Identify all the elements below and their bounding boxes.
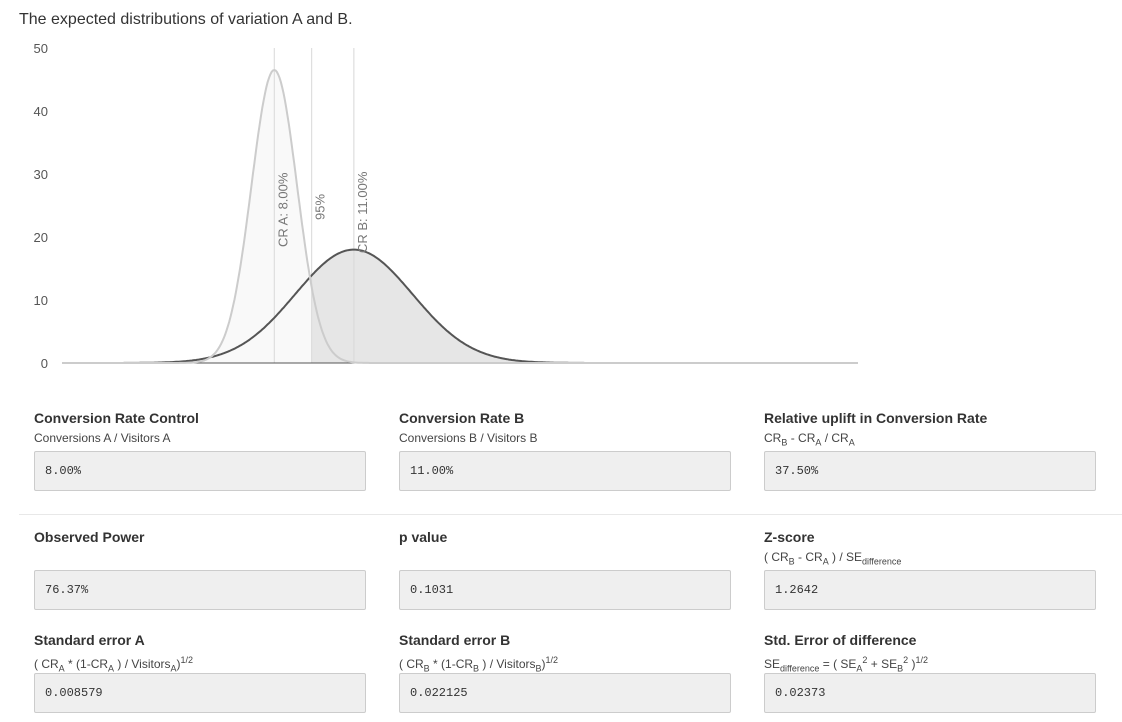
power-card: Observed Power 76.37% — [34, 528, 366, 610]
zscore-label: Z-score — [764, 529, 815, 545]
power-label: Observed Power — [34, 529, 145, 545]
pvalue-value[interactable]: 0.1031 — [399, 570, 731, 610]
power-formula — [34, 549, 366, 565]
y-tick-label: 40 — [34, 104, 48, 119]
cr-b-card: Conversion Rate B Conversions B / Visito… — [399, 409, 731, 491]
cr-control-value[interactable]: 8.00% — [34, 451, 366, 491]
uplift-value[interactable]: 37.50% — [764, 451, 1096, 491]
cr-b-label: Conversion Rate B — [399, 410, 525, 426]
marker-label: CR B: 11.00% — [355, 171, 370, 253]
power-area-b — [311, 249, 858, 363]
cr-control-formula: Conversions A / Visitors A — [34, 431, 171, 445]
se-diff-label: Std. Error of difference — [764, 632, 917, 648]
cr-control-label: Conversion Rate Control — [34, 410, 199, 426]
se-diff-card: Std. Error of difference SEdifference = … — [764, 631, 1096, 713]
y-tick-label: 20 — [34, 230, 48, 245]
se-diff-formula: SEdifference = ( SEA2 + SEB2 )1/2 — [764, 655, 929, 674]
y-tick-label: 30 — [34, 167, 48, 182]
pvalue-label: p value — [399, 529, 448, 545]
pvalue-card: p value 0.1031 — [399, 528, 731, 610]
se-b-value[interactable]: 0.022125 — [399, 673, 731, 713]
se-b-label: Standard error B — [399, 632, 511, 648]
cr-b-value[interactable]: 11.00% — [399, 451, 731, 491]
power-value[interactable]: 76.37% — [34, 570, 366, 610]
se-a-formula: ( CRA * (1-CRA ) / VisitorsA)1/2 — [34, 655, 194, 674]
se-b-formula: ( CRB * (1-CRB ) / VisitorsB)1/2 — [399, 655, 559, 674]
zscore-formula: ( CRB - CRA ) / SEdifference — [764, 550, 902, 567]
section-divider — [19, 514, 1122, 515]
chart-title: The expected distributions of variation … — [19, 11, 353, 28]
uplift-card: Relative uplift in Conversion Rate CRB -… — [764, 409, 1096, 491]
se-a-card: Standard error A ( CRA * (1-CRA ) / Visi… — [34, 631, 366, 713]
cr-b-formula: Conversions B / Visitors B — [399, 431, 538, 445]
marker-label: CR A: 8.00% — [275, 172, 290, 247]
cr-control-card: Conversion Rate Control Conversions A / … — [34, 409, 366, 491]
y-tick-label: 10 — [34, 293, 48, 308]
se-a-value[interactable]: 0.008579 — [34, 673, 366, 713]
y-tick-label: 0 — [41, 356, 48, 371]
se-b-card: Standard error B ( CRB * (1-CRB ) / Visi… — [399, 631, 731, 713]
se-a-label: Standard error A — [34, 632, 145, 648]
zscore-value[interactable]: 1.2642 — [764, 570, 1096, 610]
marker-label: 95% — [313, 194, 328, 220]
zscore-card: Z-score ( CRB - CRA ) / SEdifference 1.2… — [764, 528, 1096, 610]
variation-a-curve — [62, 69, 858, 364]
uplift-label: Relative uplift in Conversion Rate — [764, 410, 988, 426]
distribution-chart: 0 10 20 30 40 50 CR A: 8.00% 95% CR B: 11.00% — [34, 41, 858, 371]
pvalue-formula — [399, 549, 731, 565]
uplift-formula: CRB - CRA / CRA — [764, 431, 855, 448]
acceptance-area-a — [62, 70, 312, 363]
se-diff-value[interactable]: 0.02373 — [764, 673, 1096, 713]
y-tick-label: 50 — [34, 41, 48, 56]
